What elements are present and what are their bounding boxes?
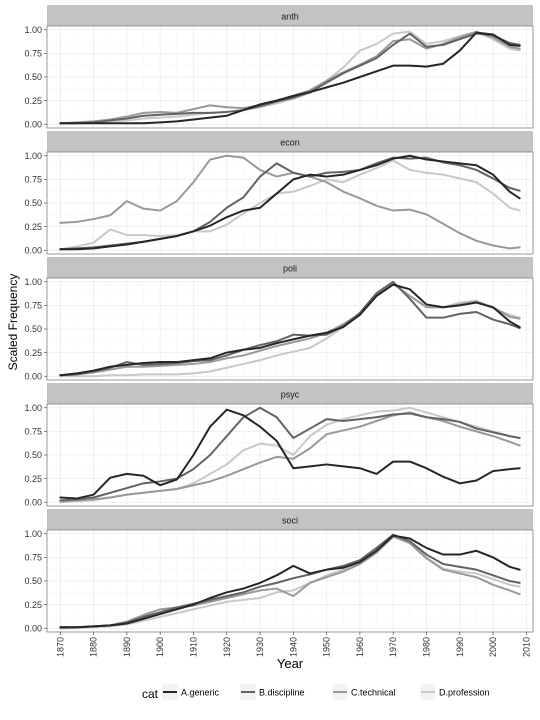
y-tick-label: 0.00 bbox=[24, 623, 42, 633]
y-tick-label: 0.50 bbox=[24, 324, 42, 334]
x-tick-label: 1940 bbox=[288, 637, 298, 657]
y-tick-label: 0.75 bbox=[24, 301, 42, 311]
y-tick-label: 1.00 bbox=[24, 529, 42, 539]
y-tick-label: 1.00 bbox=[24, 277, 42, 287]
strip-background bbox=[47, 257, 533, 278]
y-tick-label: 0.25 bbox=[24, 474, 42, 484]
y-tick-label: 0.25 bbox=[24, 348, 42, 358]
x-axis: 1870 1880 1890 1900 1910 1920 1930 1940 1950 1960… bbox=[55, 632, 531, 657]
series-line-b-discipline bbox=[59, 533, 521, 629]
x-tick-label: 1930 bbox=[255, 637, 265, 657]
y-tick-label: 0.75 bbox=[24, 427, 42, 437]
strip-background bbox=[47, 131, 533, 152]
x-tick-label: 1960 bbox=[355, 637, 365, 657]
panel-border bbox=[46, 529, 534, 633]
x-tick-label: 1970 bbox=[388, 637, 398, 657]
series-line-a-generic bbox=[59, 154, 521, 251]
panel-border bbox=[46, 151, 534, 255]
series-line-a-generic bbox=[59, 408, 521, 500]
legend-label: C.technical bbox=[351, 688, 396, 698]
y-tick-label: 0.75 bbox=[24, 553, 42, 563]
x-tick-label: 1870 bbox=[55, 637, 65, 657]
series-line-c-technical bbox=[59, 535, 521, 630]
y-tick-label: 0.50 bbox=[24, 72, 42, 82]
x-tick-label: 1890 bbox=[122, 637, 132, 657]
strip-background bbox=[47, 509, 533, 530]
y-tick-label: 0.50 bbox=[24, 450, 42, 460]
y-tick-label: 0.00 bbox=[24, 497, 42, 507]
facet-soci: soci 0.00 0.25 0.50 0.75 1.00 bbox=[24, 509, 534, 633]
x-tick-label: 1910 bbox=[188, 637, 198, 657]
series-line-b-discipline bbox=[59, 406, 521, 502]
series-line-a-generic bbox=[59, 534, 521, 629]
x-tick-label: 2000 bbox=[488, 637, 498, 657]
facet-panels: anth 0.00 0.25 0.50 0.75 1.00 econ 0.00 0.25 0.50… bbox=[24, 5, 534, 633]
strip-label: psyc bbox=[281, 390, 300, 400]
x-tick-label: 1880 bbox=[89, 637, 99, 657]
x-tick-label: 1950 bbox=[322, 637, 332, 657]
x-tick-label: 2010 bbox=[521, 637, 531, 657]
legend-label: B.discipline bbox=[259, 688, 305, 698]
x-tick-label: 1980 bbox=[421, 637, 431, 657]
strip-label: econ bbox=[280, 138, 300, 148]
x-tick-label: 1920 bbox=[222, 637, 232, 657]
legend-label: D.profession bbox=[439, 688, 490, 698]
y-tick-label: 0.25 bbox=[24, 600, 42, 610]
strip-label: soci bbox=[282, 516, 298, 526]
legend-item-c-technical: C.technical bbox=[331, 683, 396, 701]
y-tick-label: 0.25 bbox=[24, 222, 42, 232]
legend-label: A.generic bbox=[181, 688, 220, 698]
panel-border bbox=[46, 277, 534, 381]
panel-border bbox=[46, 25, 534, 129]
series-line-a-generic bbox=[59, 31, 521, 125]
series-line-d-profession bbox=[59, 534, 521, 630]
y-tick-label: 0.50 bbox=[24, 576, 42, 586]
legend-title: cat bbox=[142, 687, 159, 701]
legend-item-b-discipline: B.discipline bbox=[239, 683, 305, 701]
strip-background bbox=[47, 383, 533, 404]
y-tick-label: 0.50 bbox=[24, 198, 42, 208]
y-tick-label: 1.00 bbox=[24, 151, 42, 161]
y-tick-label: 0.00 bbox=[24, 371, 42, 381]
y-axis-title: Scaled Frequency bbox=[6, 274, 20, 371]
y-tick-label: 0.25 bbox=[24, 96, 42, 106]
strip-label: poli bbox=[283, 264, 297, 274]
strip-label: anth bbox=[281, 12, 299, 22]
y-tick-label: 0.00 bbox=[24, 119, 42, 129]
strip-background bbox=[47, 5, 533, 26]
legend: cat A.generic B.discipline C.technical D.pr… bbox=[142, 683, 490, 701]
x-tick-label: 1990 bbox=[455, 637, 465, 657]
facet-psyc: psyc 0.00 0.25 0.50 0.75 1.00 bbox=[24, 383, 534, 507]
series-line-b-discipline bbox=[59, 32, 521, 125]
y-tick-label: 1.00 bbox=[24, 25, 42, 35]
series-line-c-technical bbox=[59, 411, 521, 503]
panel-border bbox=[46, 403, 534, 507]
y-tick-label: 0.75 bbox=[24, 49, 42, 59]
y-tick-label: 0.00 bbox=[24, 245, 42, 255]
facet-poli: poli 0.00 0.25 0.50 0.75 1.00 bbox=[24, 257, 534, 381]
x-axis-title: Year bbox=[277, 656, 304, 671]
y-tick-label: 0.75 bbox=[24, 175, 42, 185]
facet-anth: anth 0.00 0.25 0.50 0.75 1.00 bbox=[24, 5, 534, 129]
series-line-d-profession bbox=[59, 159, 521, 251]
series-line-a-generic bbox=[59, 283, 521, 377]
facet-econ: econ 0.00 0.25 0.50 0.75 1.00 bbox=[24, 131, 534, 255]
y-tick-label: 1.00 bbox=[24, 403, 42, 413]
legend-item-d-profession: D.profession bbox=[419, 683, 490, 701]
x-tick-label: 1900 bbox=[155, 637, 165, 657]
legend-item-a-generic: A.generic bbox=[161, 683, 220, 701]
